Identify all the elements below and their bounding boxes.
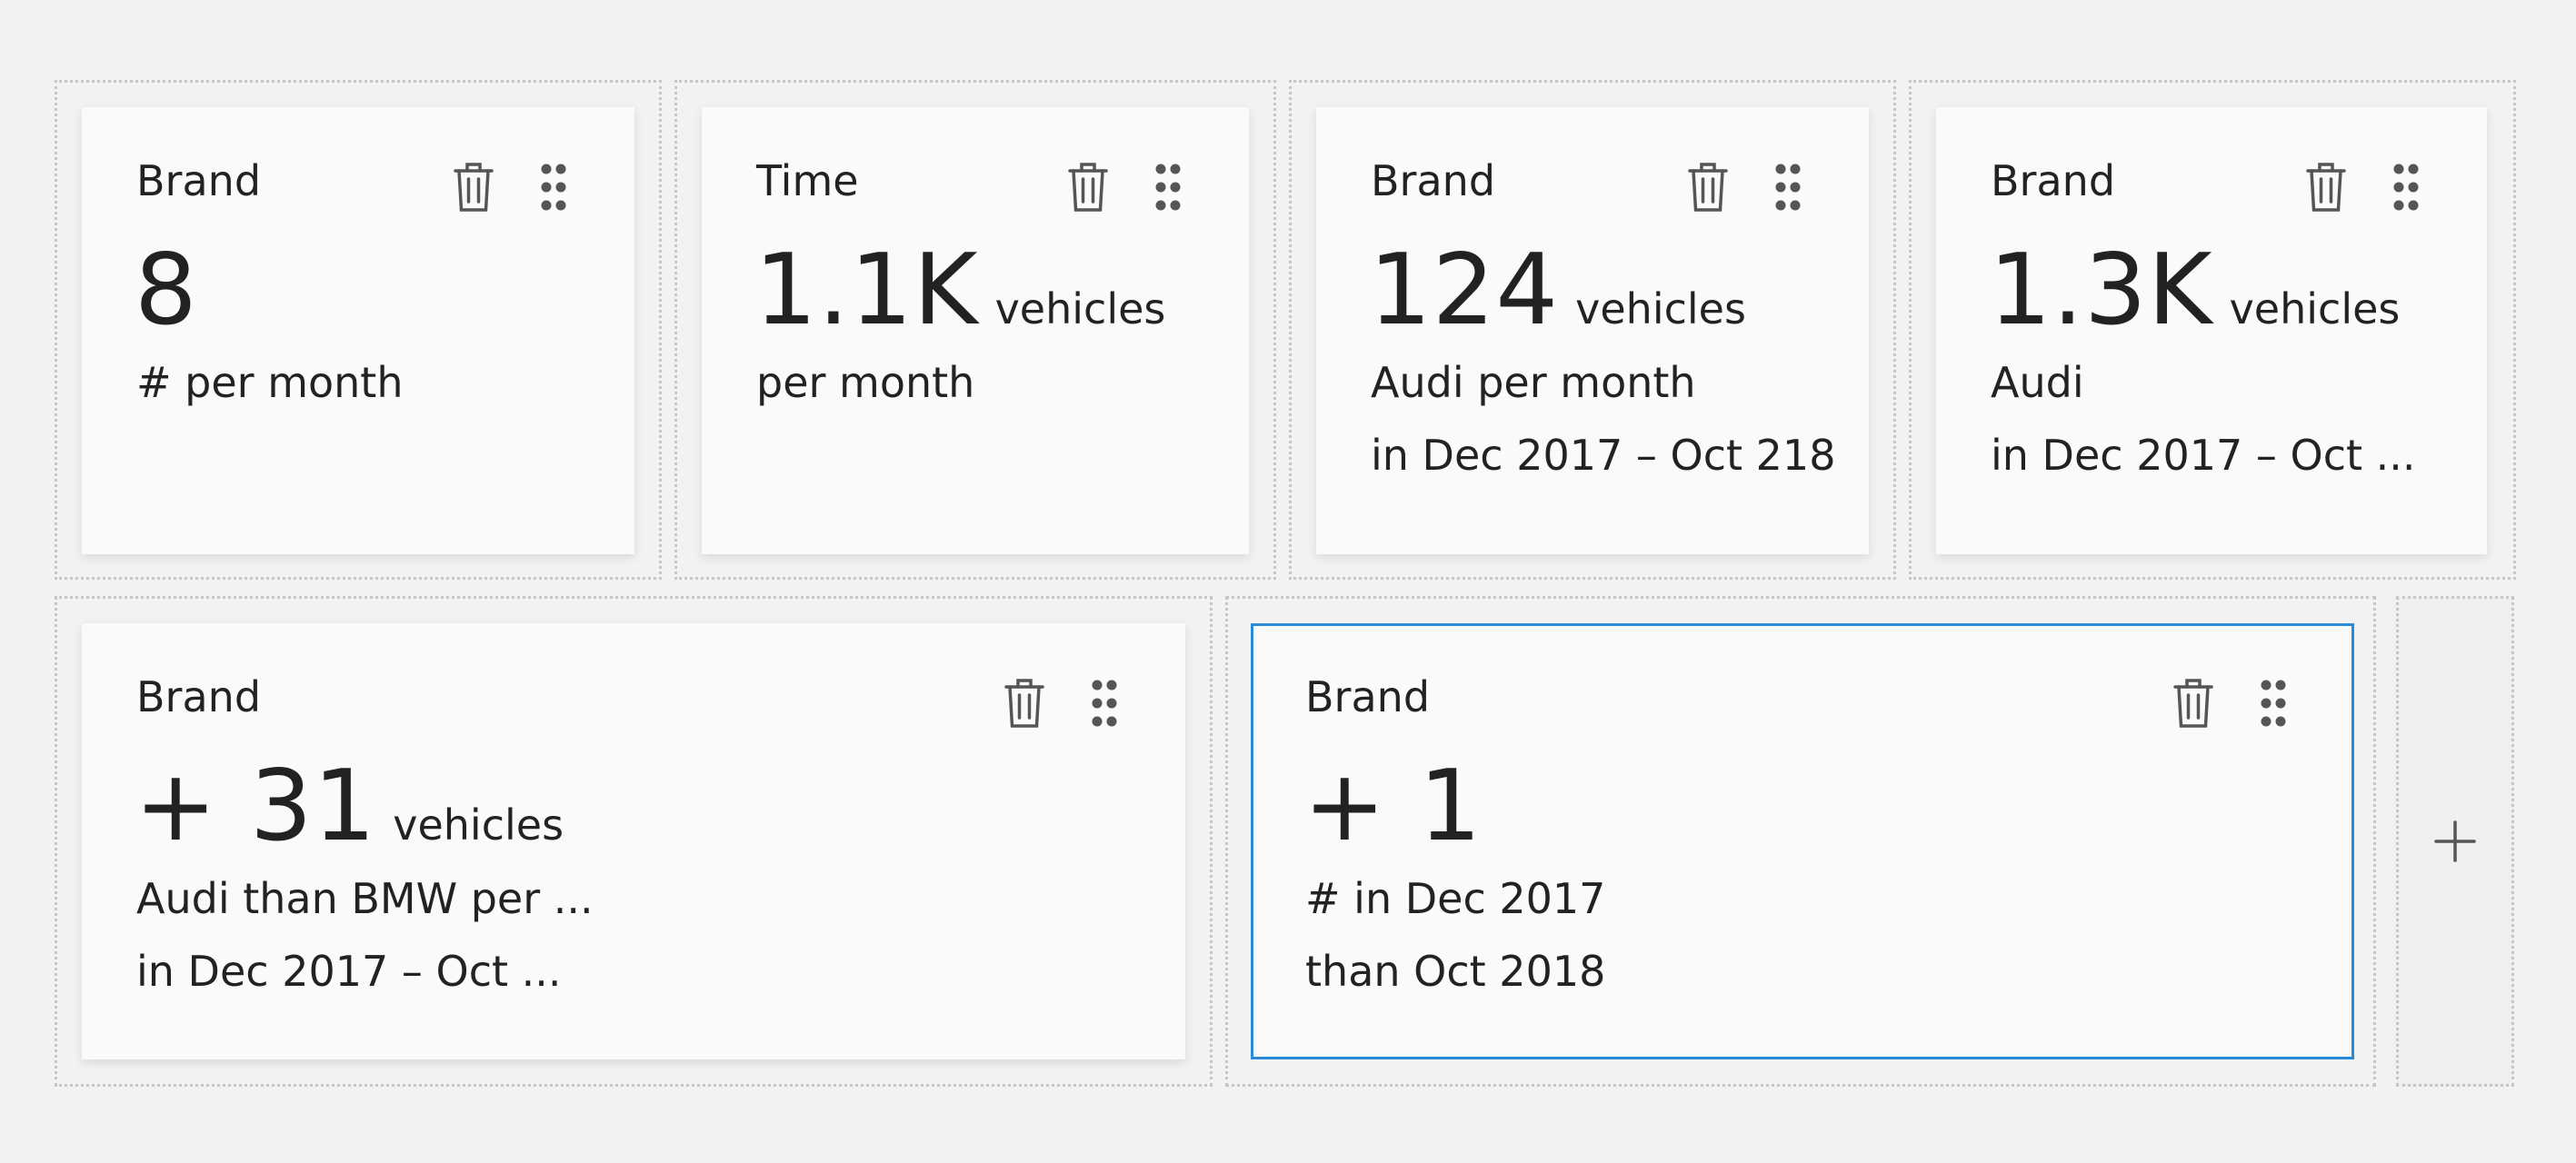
metric-period: in Dec 2017 – Oct ... [136,947,562,996]
card-actions [1682,160,1814,214]
metric-description: Audi [1991,358,2084,407]
card-title: Time [756,156,859,205]
metric-description: Audi than BMW per ... [136,874,594,923]
card-title: Brand [136,672,262,721]
card-actions [447,160,580,214]
card-title: Brand [1991,156,2116,205]
metric-card[interactable]: Brand 1.3K vehicles Audi in Dec 2017 – O… [1936,107,2487,554]
drag-handle-icon[interactable] [1078,676,1131,731]
metric-value-row: 1.1K vehicles [754,242,1165,340]
metric-value-row: 1.3K vehicles [1989,242,2400,340]
card-actions [998,676,1131,731]
card-slot [674,80,1276,580]
metric-description: # in Dec 2017 [1305,874,1606,923]
card-title: Brand [1371,156,1496,205]
trash-icon[interactable] [2300,160,2352,214]
metric-unit: vehicles [1575,284,1746,333]
card-title: Brand [136,156,262,205]
metric-description: per month [756,358,975,407]
metric-value: 1.3K [1989,234,2213,347]
metric-period: in Dec 2017 – Oct ... [1991,431,2416,480]
card-slot [55,80,662,580]
metric-value-row: 8 [135,242,215,340]
metric-value: + 31 [135,750,377,863]
trash-icon[interactable] [998,676,1051,731]
plus-icon [2434,820,2476,862]
metric-value-row: + 31 vehicles [135,758,564,856]
metric-unit: vehicles [994,284,1166,333]
metric-unit: vehicles [393,800,564,850]
drag-handle-icon[interactable] [1762,160,1814,214]
metric-card[interactable]: Time 1.1K vehicles per month [702,107,1249,554]
metric-unit: vehicles [2229,284,2401,333]
metric-value: 8 [135,234,198,347]
trash-icon[interactable] [447,160,500,214]
metric-value-row: 124 vehicles [1369,242,1746,340]
trash-icon[interactable] [1682,160,1734,214]
metric-card-selected[interactable]: Brand + 1 # in Dec 2017 than Oct 2018 [1251,623,2354,1059]
metric-card[interactable]: Brand 124 vehicles Audi per month in Dec… [1316,107,1869,554]
metric-description: Audi per month [1371,358,1696,407]
card-slot [1909,80,2516,580]
card-title: Brand [1305,672,1431,721]
card-actions [2167,676,2300,731]
card-actions [2300,160,2432,214]
metric-value: 1.1K [754,234,979,347]
drag-handle-icon[interactable] [2247,676,2300,731]
metric-value-row: + 1 [1303,758,1499,856]
metric-period: in Dec 2017 – Oct 218 [1371,431,1836,480]
metric-value: + 1 [1303,750,1483,863]
trash-icon[interactable] [2167,676,2220,731]
metric-value: 124 [1369,234,1560,347]
metric-card[interactable]: Brand 8 # per month [82,107,634,554]
drag-handle-icon[interactable] [2380,160,2432,214]
metric-description: # per month [136,358,404,407]
metric-period: than Oct 2018 [1305,947,1606,996]
drag-handle-icon[interactable] [1142,160,1194,214]
metric-card[interactable]: Brand + 31 vehicles Audi than BMW per ..… [82,623,1185,1059]
card-slot [1225,596,2376,1087]
card-actions [1062,160,1194,214]
add-card-button[interactable] [2396,596,2514,1087]
trash-icon[interactable] [1062,160,1114,214]
card-slot [1289,80,1896,580]
card-slot [55,596,1213,1087]
drag-handle-icon[interactable] [527,160,580,214]
